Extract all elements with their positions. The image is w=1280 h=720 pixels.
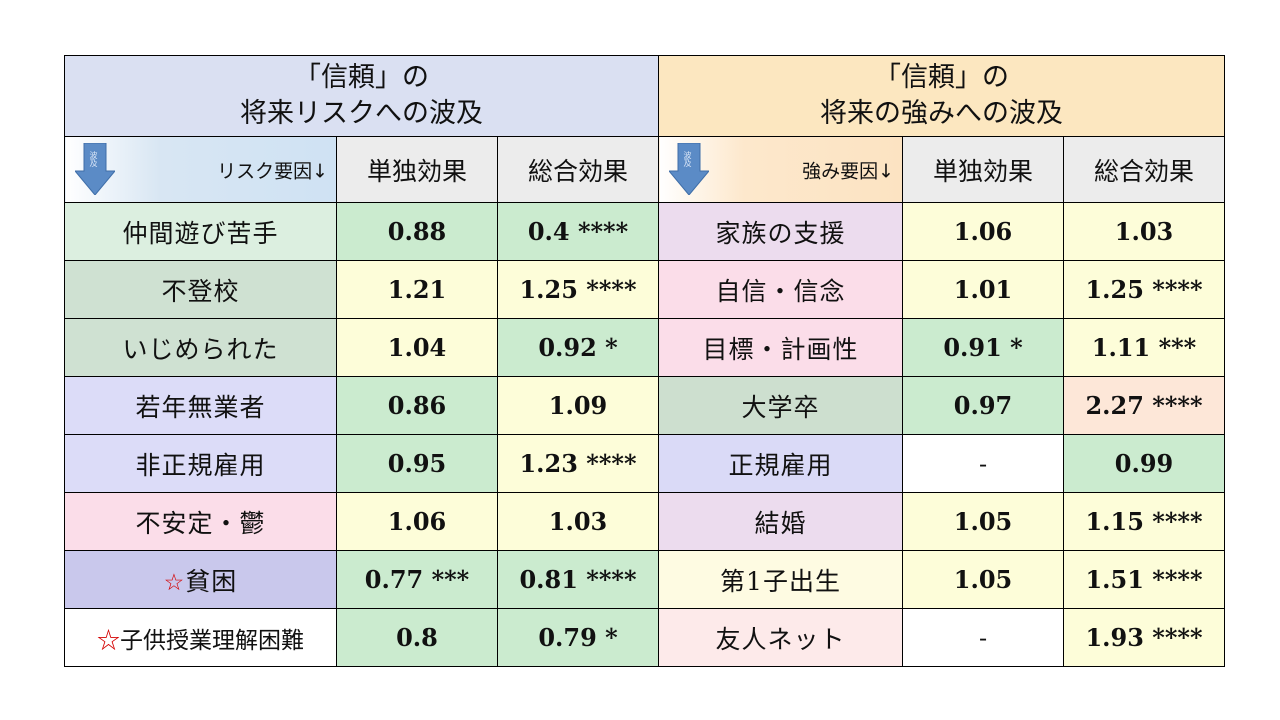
strength-total-value: 1.03 — [1063, 202, 1225, 261]
risk-single-value: 0.95 — [336, 434, 498, 493]
strength-total-value: 1.25 **** — [1063, 260, 1225, 319]
strength-factor-name: 第1子出生 — [658, 550, 903, 609]
risk-factor-header: 波及 リスク要因↓ — [64, 136, 337, 203]
risk-factor-label: リスク要因↓ — [217, 160, 328, 182]
strength-single-value: 0.91 * — [902, 318, 1064, 377]
strength-single-effect-header: 単独効果 — [902, 136, 1064, 203]
risk-factor-name: いじめられた — [64, 318, 337, 377]
table-row: 不登校 1.21 1.25 **** 自信・信念 1.01 1.25 **** — [64, 260, 1225, 319]
strength-title-line1: 「信頼」の — [874, 62, 1009, 93]
risk-factor-name: ☆貧困 — [64, 550, 337, 609]
strength-single-value: - — [902, 434, 1064, 493]
strength-single-value: 1.06 — [902, 202, 1064, 261]
strength-factor-name: 友人ネット — [658, 608, 903, 667]
risk-factor-name: 非正規雇用 — [64, 434, 337, 493]
strength-factor-name: 正規雇用 — [658, 434, 903, 493]
risk-total-value: 1.09 — [497, 376, 659, 435]
strength-single-value: 0.97 — [902, 376, 1064, 435]
strength-factor-name: 自信・信念 — [658, 260, 903, 319]
table-row: ☆子供授業理解困難 0.8 0.79 * 友人ネット - 1.93 **** — [64, 608, 1225, 667]
risk-total-value: 1.23 **** — [497, 434, 659, 493]
risk-factor-name: 若年無業者 — [64, 376, 337, 435]
strength-title-line2: 将来の強みへの波及 — [820, 98, 1063, 129]
strength-panel-title: 「信頼」の 将来の強みへの波及 — [658, 55, 1225, 137]
strength-single-value: 1.01 — [902, 260, 1064, 319]
table-row: いじめられた 1.04 0.92 * 目標・計画性 0.91 * 1.11 **… — [64, 318, 1225, 377]
down-arrow-icon: 波及 — [75, 143, 115, 195]
risk-total-value: 0.79 * — [497, 608, 659, 667]
arrow-label: 波及 — [89, 151, 98, 167]
strength-factor-label: 強み要因↓ — [802, 160, 894, 182]
table-row: 若年無業者 0.86 1.09 大学卒 0.97 2.27 **** — [64, 376, 1225, 435]
strength-total-value: 2.27 **** — [1063, 376, 1225, 435]
down-arrow-icon: 波及 — [669, 143, 709, 195]
strength-total-value: 0.99 — [1063, 434, 1225, 493]
risk-factor-name: 不登校 — [64, 260, 337, 319]
risk-factor-name: 不安定・鬱 — [64, 492, 337, 551]
risk-single-value: 0.8 — [336, 608, 498, 667]
risk-single-value: 1.04 — [336, 318, 498, 377]
risk-single-value: 1.21 — [336, 260, 498, 319]
risk-factor-label: 貧困 — [185, 566, 238, 596]
strength-factor-name: 家族の支援 — [658, 202, 903, 261]
risk-single-value: 0.77 *** — [336, 550, 498, 609]
table-row: 仲間遊び苦手 0.88 0.4 **** 家族の支援 1.06 1.03 — [64, 202, 1225, 261]
risk-total-value: 1.25 **** — [497, 260, 659, 319]
strength-total-value: 1.51 **** — [1063, 550, 1225, 609]
strength-single-value: 1.05 — [902, 550, 1064, 609]
risk-factor-name: 仲間遊び苦手 — [64, 202, 337, 261]
strength-total-effect-header: 総合効果 — [1063, 136, 1225, 203]
risk-single-effect-header: 単独効果 — [336, 136, 498, 203]
risk-total-value: 0.4 **** — [497, 202, 659, 261]
table-row: 不安定・鬱 1.06 1.03 結婚 1.05 1.15 **** — [64, 492, 1225, 551]
risk-title-line2: 将来リスクへの波及 — [240, 98, 483, 129]
risk-panel-title: 「信頼」の 将来リスクへの波及 — [64, 55, 659, 137]
arrow-label: 波及 — [683, 151, 692, 167]
table-row: 非正規雇用 0.95 1.23 **** 正規雇用 - 0.99 — [64, 434, 1225, 493]
strength-total-value: 1.15 **** — [1063, 492, 1225, 551]
table-row: ☆貧困 0.77 *** 0.81 **** 第1子出生 1.05 1.51 *… — [64, 550, 1225, 609]
risk-single-value: 0.86 — [336, 376, 498, 435]
strength-total-value: 1.93 **** — [1063, 608, 1225, 667]
strength-single-value: - — [902, 608, 1064, 667]
risk-total-value: 0.81 **** — [497, 550, 659, 609]
strength-factor-name: 結婚 — [658, 492, 903, 551]
star-icon: ☆ — [97, 627, 120, 654]
strength-factor-header: 波及 強み要因↓ — [658, 136, 903, 203]
strength-total-value: 1.11 *** — [1063, 318, 1225, 377]
risk-factor-label: 子供授業理解困難 — [120, 627, 304, 654]
risk-total-value: 0.92 * — [497, 318, 659, 377]
strength-factor-name: 大学卒 — [658, 376, 903, 435]
risk-total-value: 1.03 — [497, 492, 659, 551]
star-icon: ☆ — [163, 569, 186, 596]
risk-total-effect-header: 総合効果 — [497, 136, 659, 203]
strength-factor-name: 目標・計画性 — [658, 318, 903, 377]
risk-single-value: 1.06 — [336, 492, 498, 551]
effects-table: 「信頼」の 将来リスクへの波及 「信頼」の 将来の強みへの波及 波及 リスク要因… — [64, 55, 1225, 667]
risk-single-value: 0.88 — [336, 202, 498, 261]
risk-factor-name: ☆子供授業理解困難 — [64, 608, 337, 667]
risk-title-line1: 「信頼」の — [294, 62, 429, 93]
strength-single-value: 1.05 — [902, 492, 1064, 551]
